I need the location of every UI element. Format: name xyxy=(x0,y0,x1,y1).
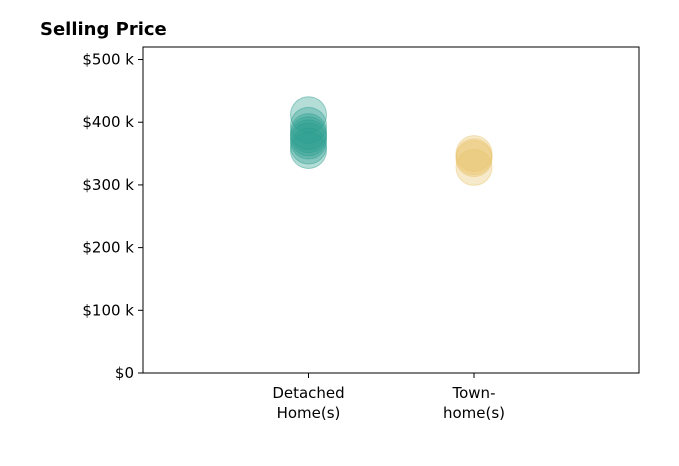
y-tick-label: $100 k xyxy=(82,301,134,319)
data-point xyxy=(290,122,327,160)
x-axis: Detached Home(s) Town-home(s) xyxy=(272,373,505,422)
plot-frame xyxy=(142,46,640,374)
data-point xyxy=(290,131,327,169)
data-point xyxy=(290,106,327,144)
data-point xyxy=(290,116,327,154)
data-point xyxy=(455,138,493,176)
data-point xyxy=(455,140,493,178)
x-tick-label: Town-home(s) xyxy=(443,384,505,422)
data-point xyxy=(290,96,327,134)
data-points xyxy=(290,96,493,186)
x-tick-label: Detached Home(s) xyxy=(272,384,344,422)
data-point xyxy=(455,148,493,186)
data-point xyxy=(290,127,327,165)
data-point xyxy=(290,113,327,151)
data-point xyxy=(455,135,493,173)
data-point xyxy=(290,119,327,157)
y-tick-label: $200 k xyxy=(82,239,134,257)
chart-title: Selling Price xyxy=(40,19,167,40)
y-tick-label: $500 k xyxy=(82,51,134,69)
y-tick-label: $300 k xyxy=(82,176,134,194)
y-tick-label: $0 xyxy=(115,364,134,382)
y-axis: $0 $100 k $200 k $300 k $400 k $500 k xyxy=(82,51,143,382)
y-tick-label: $400 k xyxy=(82,113,134,131)
